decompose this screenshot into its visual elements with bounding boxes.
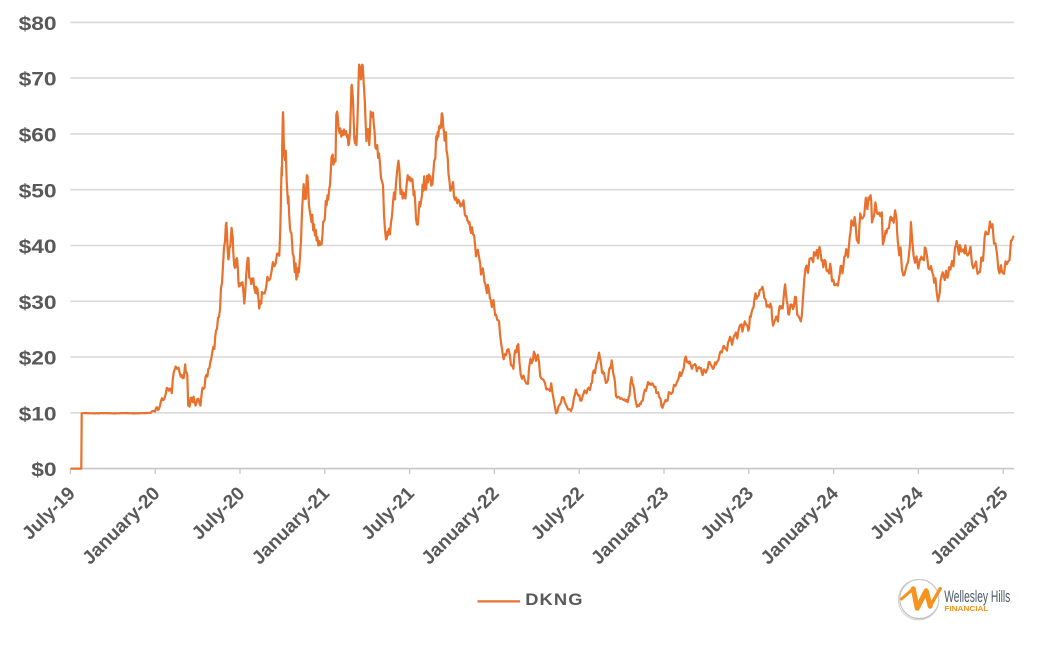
svg-text:DKNG: DKNG bbox=[525, 590, 583, 609]
svg-text:$50: $50 bbox=[19, 181, 57, 202]
svg-text:Wellesley Hills: Wellesley Hills bbox=[944, 587, 1010, 606]
svg-text:$10: $10 bbox=[19, 404, 57, 425]
svg-text:$0: $0 bbox=[31, 460, 56, 481]
svg-text:$60: $60 bbox=[19, 125, 57, 146]
svg-text:$80: $80 bbox=[19, 14, 57, 35]
svg-text:$20: $20 bbox=[19, 348, 57, 369]
svg-text:$40: $40 bbox=[19, 237, 57, 258]
svg-text:FINANCIAL: FINANCIAL bbox=[944, 606, 989, 613]
svg-text:$30: $30 bbox=[19, 293, 57, 314]
svg-text:$70: $70 bbox=[19, 69, 57, 90]
